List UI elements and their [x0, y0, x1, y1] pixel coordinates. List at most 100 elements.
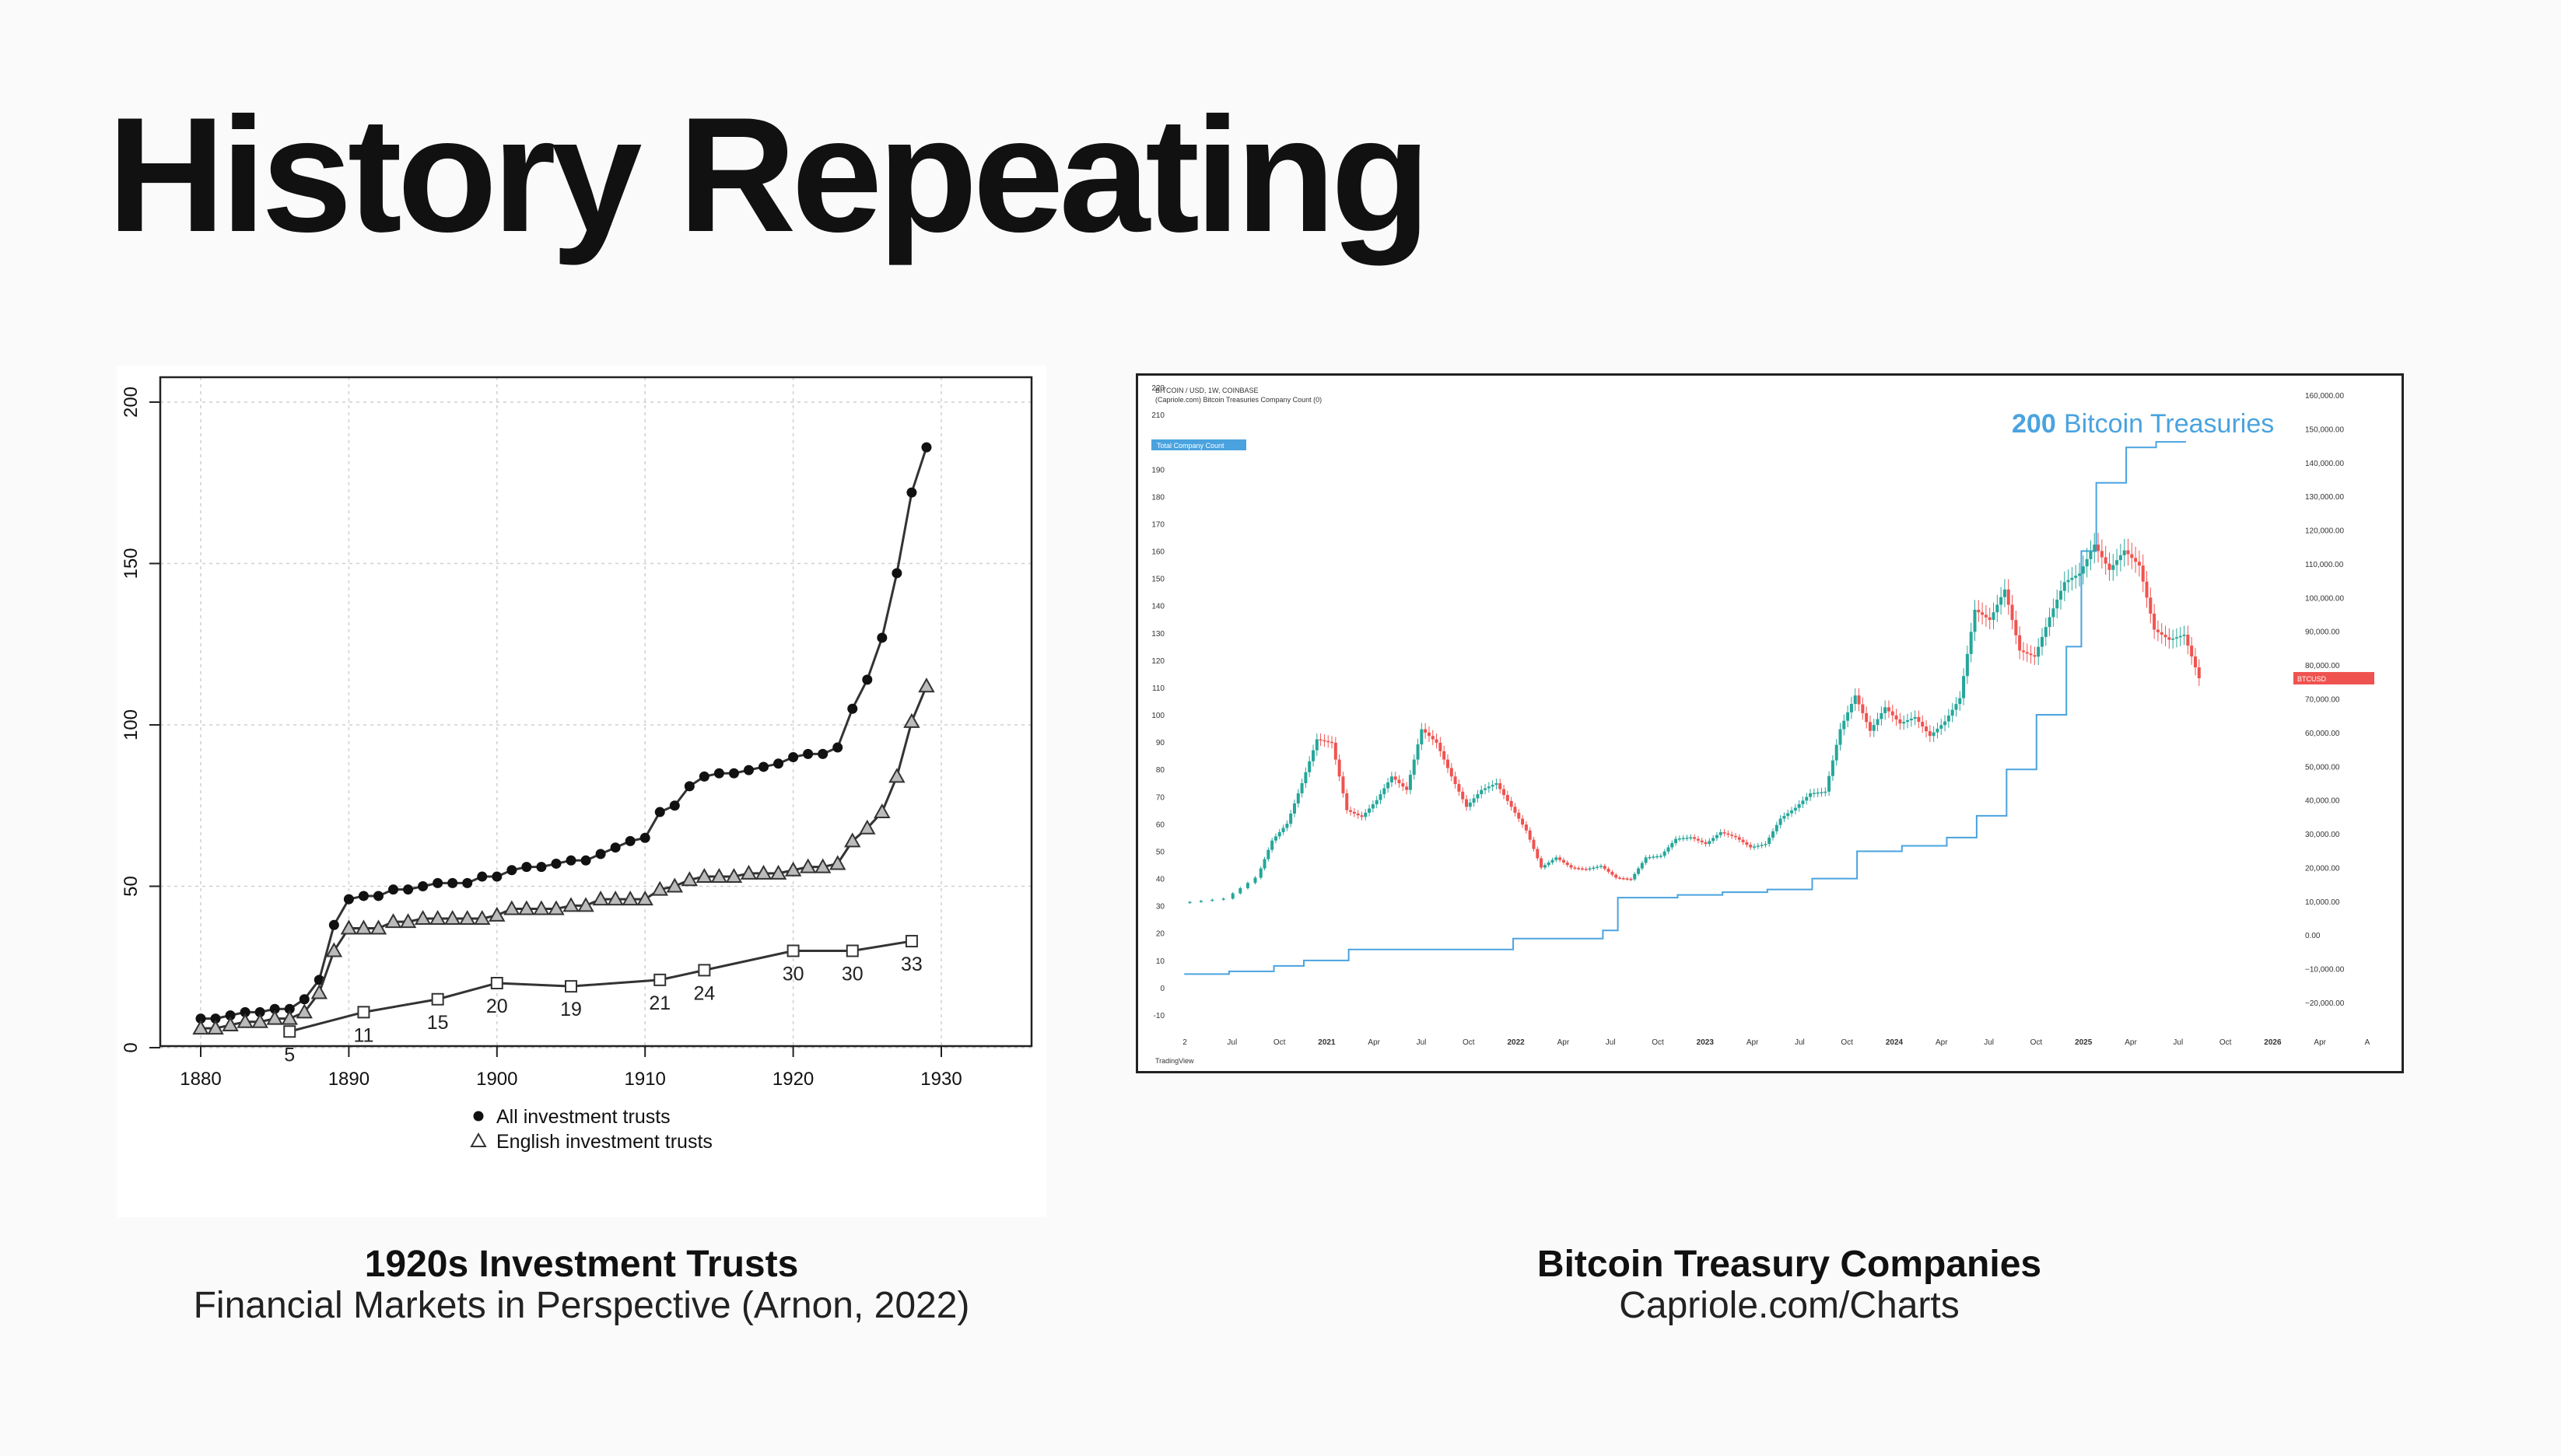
candle-body	[1659, 856, 1662, 857]
company-count-line	[1184, 441, 2186, 975]
count-badge	[1151, 439, 1246, 450]
data-point-triangle	[207, 1020, 224, 1035]
right-axis-label: 160,000.00	[2305, 392, 2344, 401]
price-badge-label: BTCUSD	[2297, 675, 2327, 683]
candle-body	[1569, 865, 1573, 868]
candle-body	[1995, 604, 1999, 613]
right-axis-label: 110,000.00	[2305, 561, 2344, 569]
candle-body	[1894, 715, 1898, 719]
candle-body	[2014, 620, 2018, 635]
x-axis-label: Apr	[2314, 1038, 2326, 1047]
data-point-triangle	[533, 900, 550, 915]
data-point-triangle	[518, 900, 535, 915]
candle-body	[1939, 725, 1943, 729]
candle-body	[1618, 877, 1622, 879]
data-point-circle	[669, 800, 680, 811]
right-axis-label: −10,000.00	[2305, 966, 2345, 975]
data-point-triangle	[429, 909, 447, 925]
candle-body	[1588, 868, 1592, 870]
data-point-triangle	[443, 909, 461, 925]
candle-body	[1909, 718, 1913, 721]
candle-body	[1932, 732, 1936, 737]
data-point-triangle	[844, 832, 861, 848]
candle-body	[1718, 831, 1722, 835]
candle-body	[1389, 776, 1393, 782]
candle-body	[1640, 863, 1644, 869]
data-point-triangle	[829, 855, 846, 870]
candle-body	[1266, 849, 1270, 859]
candle-body	[1913, 716, 1917, 719]
candle-body	[1637, 868, 1641, 874]
legend-marker-triangle	[470, 1132, 487, 1147]
candle-body	[1554, 857, 1558, 860]
series-line	[289, 940, 913, 1033]
plot-frame	[159, 376, 1033, 1048]
candle-body	[2021, 650, 2025, 653]
right-axis-label: 70,000.00	[2305, 696, 2340, 705]
annotation-label: Bitcoin Treasuries	[2064, 409, 2274, 439]
data-point-triangle	[666, 877, 683, 893]
candle-body	[1943, 721, 1947, 726]
candle-body	[1887, 707, 1890, 712]
data-label: 30	[783, 964, 804, 985]
data-point-circle	[284, 1003, 295, 1014]
data-point-triangle	[740, 864, 758, 880]
candle-body	[1461, 791, 1465, 800]
left-caption-title: 1920s Investment Trusts	[364, 1244, 799, 1285]
data-point-square	[490, 977, 503, 989]
data-label: 5	[284, 1044, 295, 1066]
candle-body	[1834, 744, 1838, 761]
candle-body	[2051, 608, 2055, 618]
candle-body	[2018, 635, 2022, 651]
candle-body	[1745, 842, 1749, 845]
candle-body	[2130, 554, 2134, 558]
candle-body	[1427, 732, 1431, 737]
data-point-triangle	[399, 913, 417, 929]
candle-body	[1648, 856, 1652, 859]
candle-body	[2093, 544, 2097, 552]
candle-body	[2160, 632, 2163, 635]
left-axis-label: 30	[1156, 903, 1165, 912]
candle-body	[2137, 562, 2141, 566]
candle-body	[1685, 837, 1689, 839]
annotation-count: 200	[2012, 409, 2056, 439]
x-axis-label: A	[2365, 1038, 2370, 1047]
chart-background	[1138, 376, 2402, 1071]
candle-body	[1277, 831, 1281, 837]
right-axis-label: 20,000.00	[2305, 864, 2340, 873]
data-point-circle	[536, 862, 547, 873]
data-point-circle	[803, 748, 814, 759]
right-axis-label: 150,000.00	[2305, 425, 2344, 434]
x-axis-label: 2023	[1697, 1038, 1715, 1047]
candle-body	[1771, 831, 1775, 838]
data-point-circle	[862, 674, 873, 685]
data-point-circle	[610, 842, 621, 853]
candle-body	[1289, 814, 1293, 824]
candle-body	[2134, 558, 2138, 562]
data-point-triangle	[725, 868, 743, 884]
candle-body	[2193, 656, 2197, 668]
candle-body	[1364, 812, 1368, 817]
candle-body	[1513, 807, 1517, 813]
x-axis-label: Oct	[2219, 1038, 2232, 1047]
data-point-triangle	[814, 858, 832, 873]
candle-body	[1457, 784, 1461, 792]
data-point-square	[698, 964, 711, 977]
x-axis-label: Oct	[2030, 1038, 2043, 1047]
data-point-triangle	[636, 891, 653, 906]
candle-body	[1999, 597, 2003, 605]
left-axis-label: 60	[1156, 821, 1165, 829]
candle-body	[1341, 776, 1345, 793]
candle-body	[1509, 800, 1513, 807]
candle-body	[1857, 695, 1861, 705]
candle-body	[1950, 709, 1954, 716]
data-point-triangle	[888, 768, 906, 783]
candle-body	[1438, 742, 1442, 751]
data-label: 24	[693, 982, 715, 1004]
data-point-triangle	[340, 919, 358, 935]
candle-body	[1494, 782, 1498, 786]
candle-body	[1801, 800, 1805, 804]
data-point-circle	[625, 835, 636, 846]
data-point-circle	[462, 877, 473, 888]
left-caption: 1920s Investment Trusts Financial Market…	[109, 1244, 1054, 1327]
